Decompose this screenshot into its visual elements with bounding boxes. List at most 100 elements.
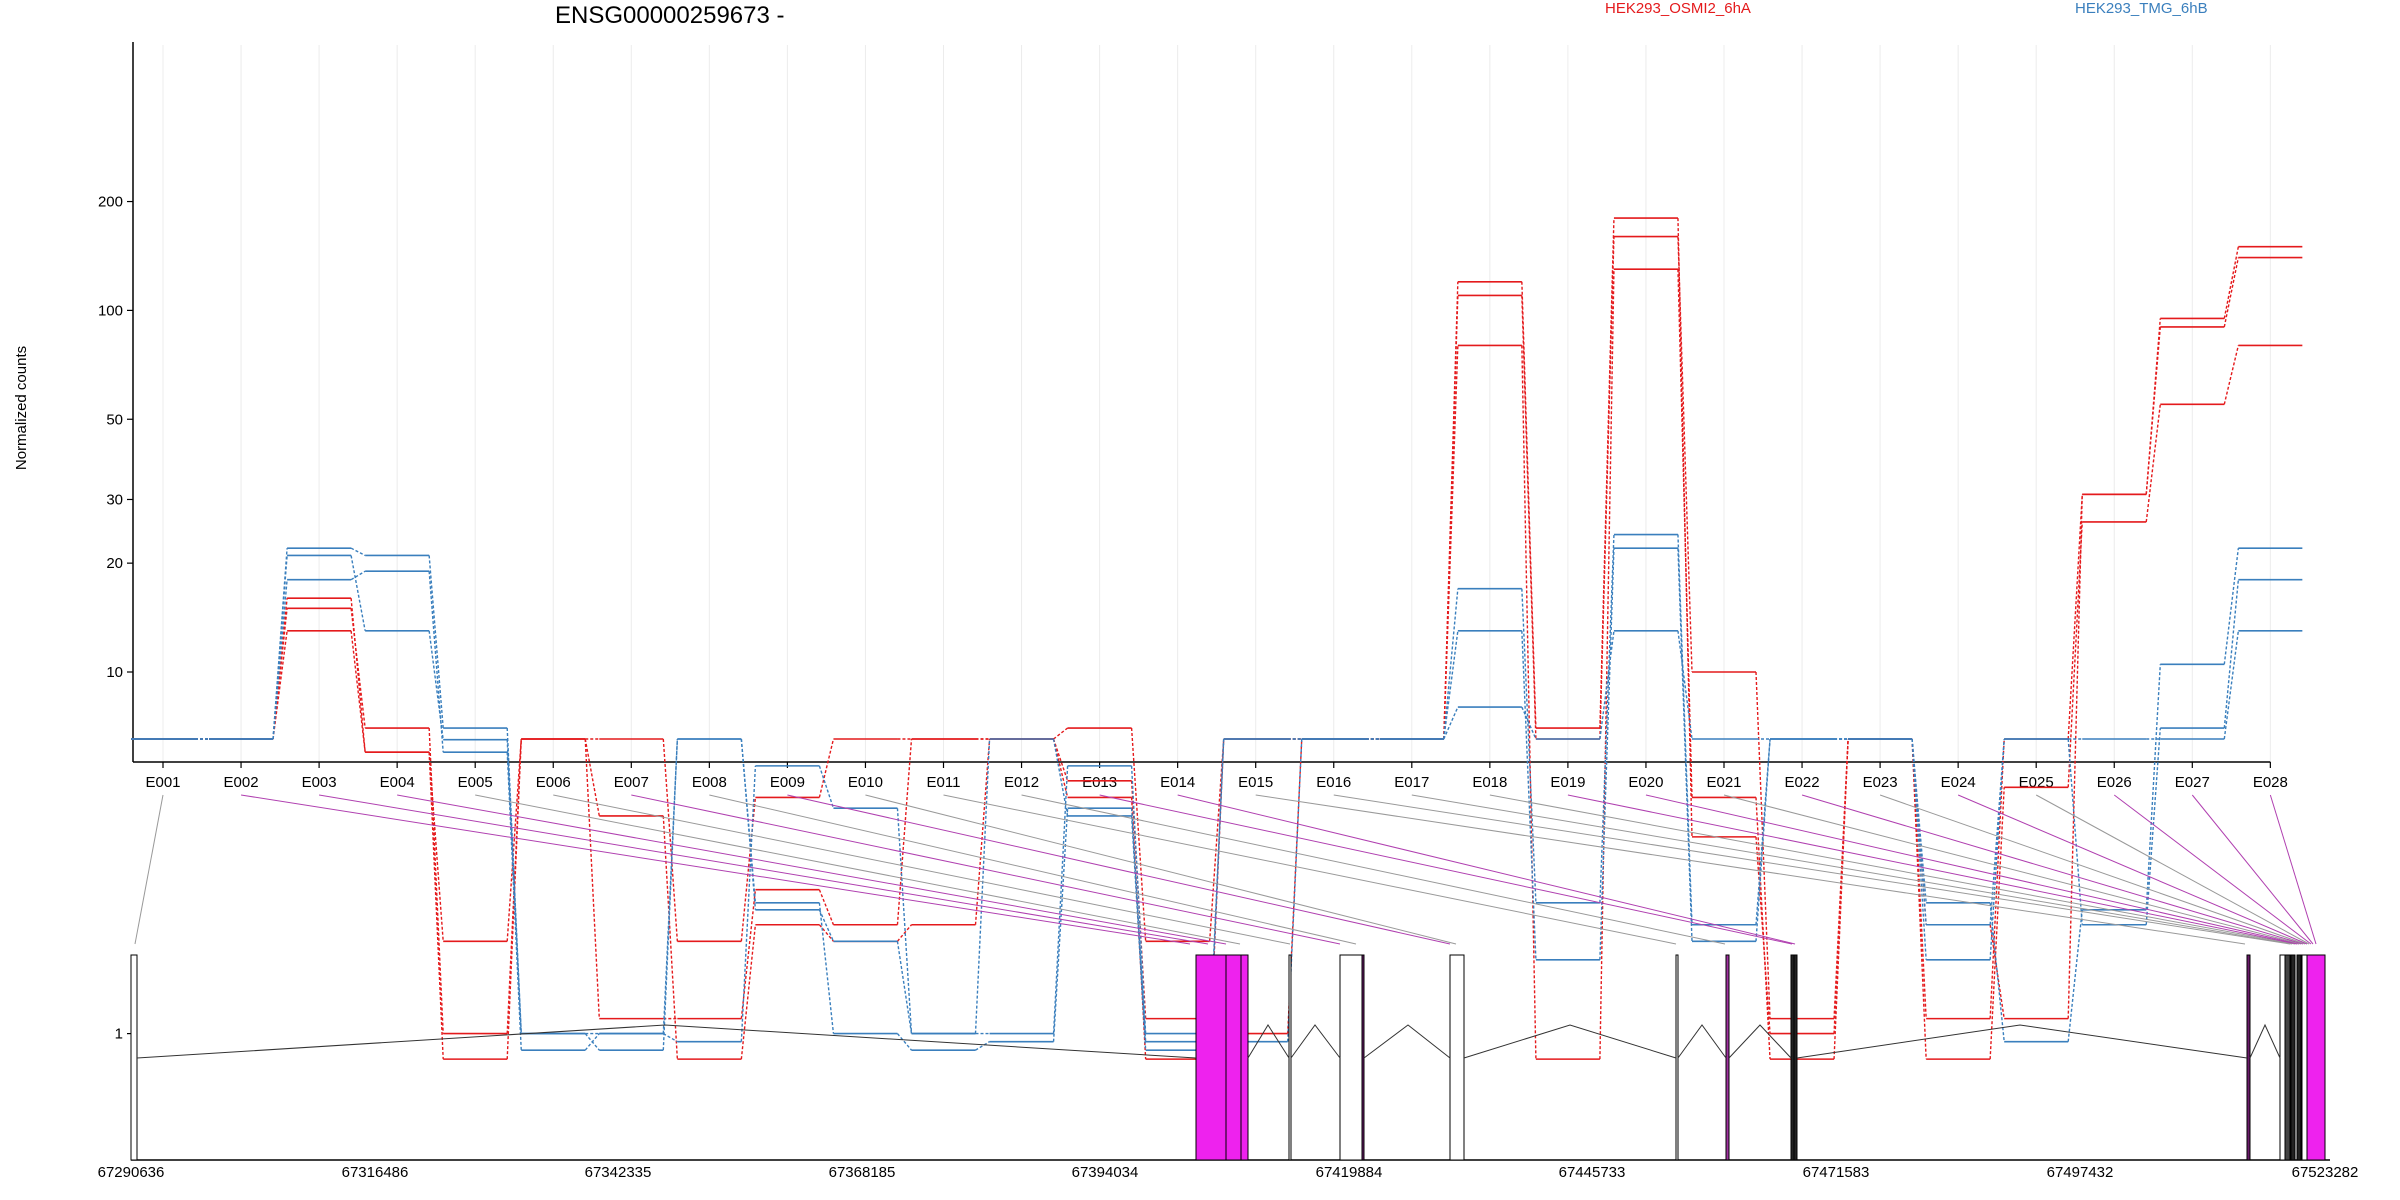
data-connector [1833,738,1849,1060]
exon-connector [240,794,1191,945]
x-tick-label: E025 [2019,774,2054,791]
chart-title: ENSG00000259673 - [555,2,785,29]
x-tick-label: E028 [2253,774,2288,791]
data-connector [896,1033,913,1051]
y-axis: 1 10 20 30 50 100 200 [98,42,134,1043]
data-connector [1755,738,1771,942]
data-connector [428,727,444,1034]
intron-line [1728,1024,1792,1059]
series-2 [131,217,2303,1060]
genome-coordinate-label: 67445733 [1559,1164,1626,1181]
exon-connector [943,794,1677,945]
data-connector [1521,281,1537,729]
genome-coordinate-label: 67497432 [2047,1164,2114,1181]
exon-box [1361,954,1365,1161]
x-tick-label: E002 [224,774,259,791]
data-connector [2067,494,2083,1019]
data-connector [2067,909,2083,1042]
y-tick-label: 30 [106,491,123,508]
grid-lines [162,45,2271,762]
exon-box [2306,954,2326,1161]
genome-coordinate-label: 67290636 [98,1164,165,1181]
data-connector [1130,808,1147,1042]
genome-coordinate-label: 67316486 [342,1164,409,1181]
data-connector [740,765,757,1042]
exon-connector [2113,794,2312,945]
data-connector [662,738,679,1051]
exon-connector [1801,794,2304,945]
data-connector [1052,738,1069,817]
exon-box [2246,954,2251,1161]
data-connector [1677,548,1693,942]
x-axis: E001 E002 E003 E004 E005 E006 E007 E008 E009 E010… [133,761,2288,791]
data-connector [1755,836,1771,1034]
data-connector [2145,664,2161,910]
x-tick-label: E010 [848,774,883,791]
data-connector [350,570,366,581]
x-tick-label: E004 [380,774,415,791]
data-connector [1599,534,1615,903]
genome-coordinate-label: 67419884 [1316,1164,1383,1181]
data-connector [1677,269,1693,798]
data-connector [818,902,835,1034]
data-connector [1989,787,2005,1060]
legend-label-osmi2: HEK293_OSMI2_6hA [1605,0,1751,17]
data-connector [1521,345,1537,1060]
data-connector [740,924,757,1060]
x-tick-label: E024 [1941,774,1976,791]
exon-connector [1645,794,2300,945]
exon-connector [631,794,1341,945]
data-connector [1755,797,1771,1060]
exon-box [2284,954,2291,1161]
data-connector [1911,738,1927,903]
exon-box [1675,954,1679,1161]
data-connector [272,630,288,740]
exon-box [1449,954,1465,1161]
data-connector [272,608,288,740]
y-tick-label: 1 [115,1026,123,1043]
data-connector [350,630,366,753]
exon-box [1240,954,1249,1161]
data-connector [1989,738,2005,960]
exon-box [2296,954,2302,1161]
data-connector [350,608,366,729]
exon-connector [1957,794,2308,945]
data-connector [818,738,835,798]
data-connector [1911,738,1927,960]
x-tick-label: E020 [1628,774,1663,791]
data-connector [2223,630,2240,740]
data-connector [2145,727,2161,925]
exon-box [1195,954,1227,1161]
data-connector [2145,326,2161,495]
data-connector [818,889,835,926]
x-tick-label: E027 [2175,774,2210,791]
x-tick-label: E026 [2097,774,2132,791]
x-tick-label: E013 [1082,774,1117,791]
x-tick-label: E017 [1394,774,1429,791]
data-connector [1755,671,1771,1019]
exon-connector [1567,794,2298,945]
exon-connector [1723,794,2302,945]
x-tick-label: E014 [1160,774,1195,791]
exon-box [1288,954,1292,1161]
intron-line [1796,1024,2248,1059]
x-tick-label: E019 [1550,774,1585,791]
x-tick-label: E021 [1706,774,1741,791]
exon-connector [1099,794,1793,945]
exon-connector-lines [134,794,2317,945]
exon-connector [709,794,1357,945]
data-connector [975,1041,990,1051]
genome-coordinate-label: 67368185 [829,1164,896,1181]
data-connector [1599,630,1615,740]
exon-box [130,954,138,1161]
data-connector [818,765,835,809]
data-connector [584,1033,600,1051]
data-connector [428,555,444,729]
data-connector [272,555,288,740]
data-connector [896,941,913,1034]
exon-box [1339,954,1363,1161]
x-tick-label: E001 [145,774,180,791]
exon-connector [1333,794,2291,945]
intron-line [1463,1024,1677,1059]
data-connector [1677,218,1693,837]
